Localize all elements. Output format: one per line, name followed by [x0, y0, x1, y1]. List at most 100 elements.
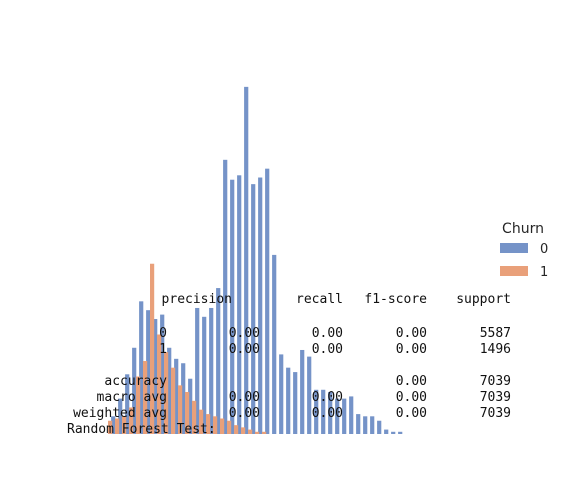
bar-series-0-bin-20	[244, 86, 249, 435]
report-accuracy-label: accuracy	[104, 374, 167, 389]
report-row-0-label: 0	[159, 326, 167, 341]
report-macro-f1: 0.00	[396, 390, 427, 405]
report-header-recall: recall	[296, 292, 343, 307]
bar-series-0-bin-17	[223, 159, 228, 434]
report-macro-precision: 0.00	[229, 390, 260, 405]
bar-series-1-bin-14	[199, 409, 204, 434]
bar-series-1-bin-17	[220, 418, 225, 434]
bar-series-0-bin-23	[265, 168, 270, 435]
bar-series-0-bin-27	[293, 372, 298, 434]
report-weighted-f1: 0.00	[396, 406, 427, 421]
report-macro-label: macro avg	[97, 390, 167, 405]
report-weighted-precision: 0.00	[229, 406, 260, 421]
report-row-1-precision: 0.00	[229, 342, 260, 357]
bar-series-0-bin-37	[363, 416, 368, 434]
report-weighted-recall: 0.00	[312, 406, 343, 421]
bar-series-0-bin-24	[272, 254, 277, 434]
bar-series-1-bin-3	[122, 416, 127, 434]
report-row-0-precision: 0.00	[229, 326, 260, 341]
bar-series-0-bin-28	[300, 349, 305, 434]
legend-swatch-1	[500, 266, 528, 276]
bar-series-1-bin-18	[227, 420, 232, 434]
bar-series-0-bin-30	[314, 389, 319, 434]
report-header-f1: f1-score	[364, 292, 427, 307]
classification-report: precision recall f1-score support 0 0.00…	[67, 292, 511, 437]
bar-series-0-bin-10	[174, 358, 179, 434]
bar-series-1-bin-5	[136, 376, 141, 434]
bar-series-1-bin-23	[262, 431, 267, 434]
bar-series-1-bin-20	[241, 427, 246, 434]
report-accuracy-f1: 0.00	[396, 374, 427, 389]
bar-series-0-bin-35	[349, 396, 354, 434]
report-macro-recall: 0.00	[312, 390, 343, 405]
bar-series-1-bin-6	[143, 361, 148, 434]
legend-label-1: 1	[540, 265, 548, 280]
bar-series-1-bin-15	[206, 414, 211, 434]
bar-series-0-bin-40	[384, 429, 389, 434]
bar-series-1-bin-9	[164, 352, 169, 434]
bar-series-1-bin-11	[178, 385, 183, 434]
report-macro-support: 7039	[480, 390, 511, 405]
bar-series-1-bin-4	[129, 407, 134, 434]
bar-series-0-bin-9	[167, 347, 172, 434]
bar-series-0-bin-36	[356, 414, 361, 434]
bar-series-1-bin-10	[171, 367, 176, 434]
report-row-1-recall: 0.00	[312, 342, 343, 357]
bar-series-1-bin-16	[213, 416, 218, 434]
report-row-1-f1: 0.00	[396, 342, 427, 357]
legend-swatch-0	[500, 243, 528, 253]
bar-series-0-bin-19	[237, 175, 242, 435]
bar-series-0-bin-8	[160, 314, 165, 434]
bar-series-0-bin-11	[181, 363, 186, 434]
bar-series-0-bin-22	[258, 177, 263, 434]
report-header-support: support	[456, 292, 511, 307]
bar-series-0-bin-6	[146, 310, 151, 434]
legend-title: Churn	[502, 221, 544, 237]
bar-series-0-bin-39	[377, 420, 382, 434]
bar-series-1-bin-7	[150, 263, 155, 434]
bar-series-0-bin-12	[188, 378, 193, 434]
legend: Churn 0 1	[500, 221, 548, 280]
bar-series-1-bin-8	[157, 334, 162, 434]
bar-series-0-bin-18	[230, 179, 235, 434]
bar-series-0-bin-41	[391, 431, 396, 434]
bar-series-0-bin-33	[335, 398, 340, 434]
report-row-0-support: 5587	[480, 326, 511, 341]
bar-series-0-bin-15	[209, 307, 214, 434]
bar-series-0-bin-1	[111, 416, 116, 434]
bar-series-0-bin-16	[216, 288, 221, 434]
report-row-0-recall: 0.00	[312, 326, 343, 341]
bar-series-0-bin-31	[321, 389, 326, 434]
bar-series-1-bin-21	[248, 429, 253, 434]
report-accuracy-support: 7039	[480, 374, 511, 389]
bar-series-1-bin-12	[185, 391, 190, 434]
report-row-0-f1: 0.00	[396, 326, 427, 341]
bar-series-0-bin-26	[286, 367, 291, 434]
bar-series-0-bin-42	[398, 431, 403, 434]
bar-series-0-bin-14	[202, 316, 207, 434]
bar-series-0-bin-4	[132, 347, 137, 434]
bar-series-0-bin-32	[328, 391, 333, 434]
bar-series-1-bin-1	[108, 420, 113, 434]
report-row-1-support: 1496	[480, 342, 511, 357]
bar-series-0-bin-38	[370, 416, 375, 434]
bar-series-1-bin-22	[255, 431, 260, 434]
bar-series-1-bin-13	[192, 400, 197, 434]
bar-series-1-bin-2	[115, 418, 120, 434]
bar-series-0-bin-25	[279, 354, 284, 434]
bar-series-0-bin-13	[195, 307, 200, 434]
bar-series-0-bin-2	[118, 398, 123, 434]
report-weighted-support: 7039	[480, 406, 511, 421]
bar-series-0-bin-21	[251, 184, 256, 434]
report-header-precision: precision	[162, 292, 232, 307]
report-caption: Random Forest Test:	[67, 422, 216, 437]
report-row-1-label: 1	[159, 342, 167, 357]
bar-series-0-bin-5	[139, 301, 144, 434]
bar-series-0-bin-29	[307, 356, 312, 434]
bars-layer	[108, 86, 403, 435]
bar-series-0-bin-7	[153, 319, 158, 434]
legend-label-0: 0	[540, 242, 548, 257]
bar-series-0-bin-34	[342, 398, 347, 434]
bar-series-0-bin-3	[125, 374, 130, 434]
